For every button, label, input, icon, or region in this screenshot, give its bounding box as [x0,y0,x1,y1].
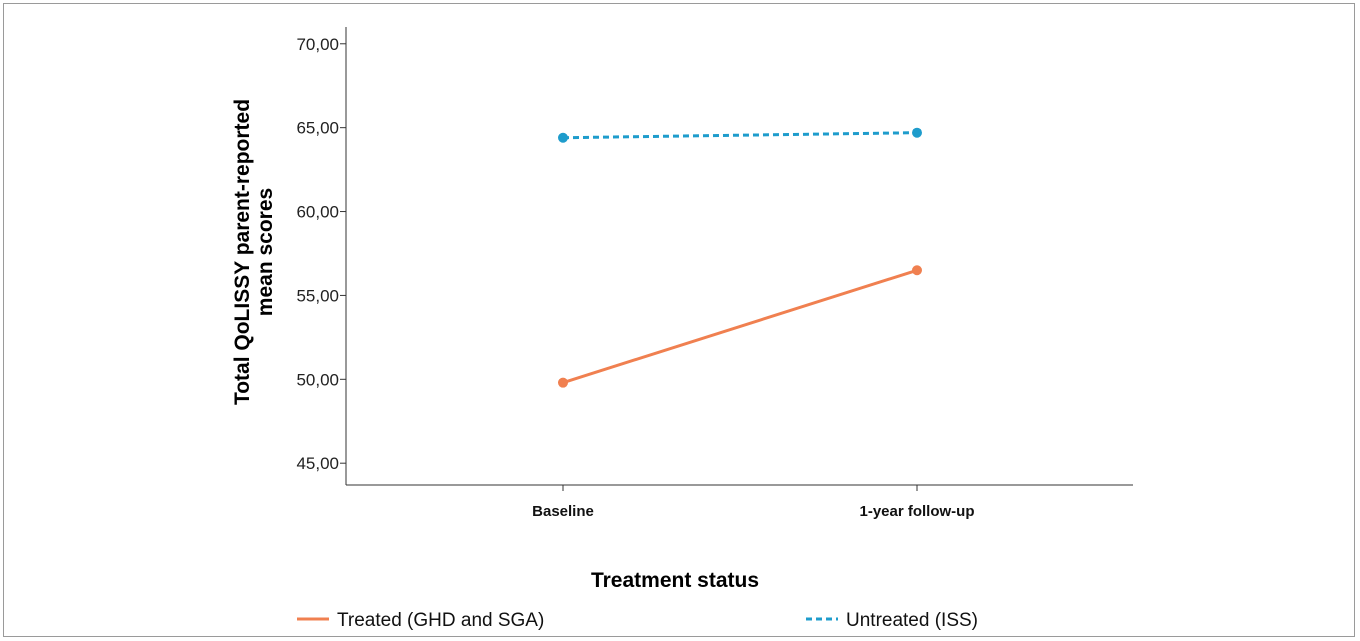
series-line-untreated [562,131,918,140]
x-axis-categories: Baseline 1-year follow-up [532,485,975,520]
legend-label-untreated: Untreated (ISS) [846,610,978,631]
chart-frame [3,3,1355,637]
x-tick-label: Baseline [532,503,594,520]
y-tick-label: 50,00 [296,370,339,389]
data-point-treated-1 [912,265,922,276]
data-point-untreated-1 [912,127,922,138]
x-tick-label: 1-year follow-up [859,503,974,520]
y-tick-label: 45,00 [296,454,339,473]
y-tick-label: 60,00 [296,203,339,222]
y-axis-label-line1: Total QoLISSY parent-reported [231,99,254,405]
data-point-untreated-0 [558,132,568,143]
series-line-treated [562,268,918,385]
series-group [558,127,922,388]
legend-label-treated: Treated (GHD and SGA) [337,610,544,631]
x-axis-label: Treatment status [591,569,759,592]
y-axis-label-line2: mean scores [254,188,277,316]
y-tick-label: 70,00 [296,35,339,54]
y-axis-ticks: 45,00 50,00 55,00 60,00 65,00 70,00 [296,35,346,473]
y-tick-label: 55,00 [296,286,339,305]
axes [345,27,1133,486]
data-point-treated-0 [558,377,568,388]
legend: Treated (GHD and SGA) Untreated (ISS) [297,610,978,631]
y-tick-label: 65,00 [296,119,339,138]
